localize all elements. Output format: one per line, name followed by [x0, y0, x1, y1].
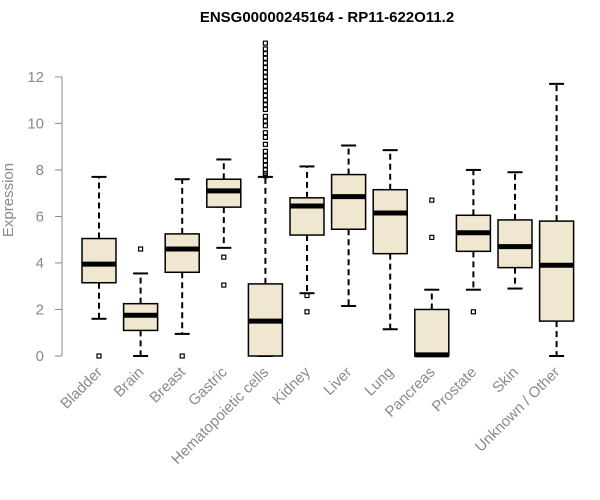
x-category-label: Breast — [146, 363, 189, 406]
box-iqr — [414, 308, 450, 357]
outlier-point — [262, 60, 268, 66]
y-tick-label: 0 — [36, 348, 44, 365]
outlier-point — [262, 78, 268, 85]
outlier-point — [429, 234, 435, 240]
outlier-point — [262, 92, 268, 99]
box-unknown-other — [538, 82, 575, 357]
outlier-point — [262, 123, 268, 129]
outlier-point — [96, 353, 102, 359]
box-prostate — [455, 168, 492, 315]
y-tick-label: 2 — [36, 301, 44, 318]
outlier-point — [262, 167, 268, 173]
outlier-point — [262, 74, 268, 80]
outlier-point — [262, 153, 268, 159]
box-breast — [164, 178, 200, 359]
x-category-label: Prostate — [429, 364, 481, 416]
x-category-label: Brain — [111, 364, 148, 401]
box-iqr — [164, 233, 200, 274]
y-axis-label: Expression — [0, 163, 17, 237]
outlier-point — [262, 113, 268, 120]
y-tick-label: 6 — [36, 208, 44, 225]
outlier-point — [262, 106, 268, 113]
outlier-point — [262, 64, 268, 71]
outlier-point — [138, 246, 144, 252]
y-tick-label: 8 — [36, 162, 44, 179]
y-axis: 0 2 4 6 8 10 12 — [27, 69, 63, 365]
outlier-point — [304, 309, 310, 315]
outlier-point — [304, 292, 310, 299]
box-iqr — [330, 173, 367, 230]
x-category-label: Lung — [361, 364, 397, 400]
chart-title: ENSG00000245164 - RP11-622O11.2 — [200, 9, 454, 26]
box-liver — [330, 144, 367, 307]
y-tick-label: 12 — [27, 69, 44, 86]
box-iqr — [372, 188, 408, 255]
box-iqr — [497, 219, 533, 269]
box-hematopoietic-cells — [247, 40, 284, 357]
outlier-point — [262, 51, 268, 57]
box-iqr — [81, 237, 117, 284]
outlier-point — [470, 309, 476, 315]
outlier-point — [262, 118, 268, 124]
outlier-point — [262, 148, 268, 154]
box-iqr — [538, 220, 575, 322]
x-category-label: Bladder — [57, 364, 106, 413]
outlier-point — [262, 97, 268, 103]
outlier-point — [262, 46, 268, 52]
y-tick-label: 4 — [36, 255, 44, 272]
x-category-label: Liver — [320, 364, 355, 399]
box-kidney — [289, 165, 325, 315]
outlier-point — [262, 40, 268, 46]
outlier-point — [179, 353, 185, 359]
outlier-point — [262, 158, 268, 164]
boxes-group — [81, 40, 575, 359]
box-bladder — [81, 175, 117, 359]
outlier-point — [262, 88, 268, 94]
x-category-label: Skin — [489, 364, 522, 397]
outlier-point — [262, 102, 268, 108]
box-gastric — [206, 158, 242, 288]
box-brain — [122, 246, 159, 357]
box-iqr — [289, 197, 325, 236]
outlier-point — [429, 197, 435, 203]
outlier-point — [262, 55, 268, 61]
outlier-point — [221, 254, 227, 260]
box-pancreas — [414, 197, 450, 358]
y-tick-label: 10 — [27, 115, 44, 132]
x-category-label: Kidney — [269, 363, 314, 408]
outlier-point — [262, 141, 268, 147]
outlier-point — [262, 130, 268, 136]
outlier-point — [262, 134, 268, 140]
outlier-point — [262, 83, 268, 89]
box-lung — [372, 149, 408, 331]
outlier-point — [221, 282, 227, 288]
outlier-point — [262, 162, 268, 168]
box-skin — [497, 171, 533, 290]
outlier-point — [262, 69, 268, 75]
